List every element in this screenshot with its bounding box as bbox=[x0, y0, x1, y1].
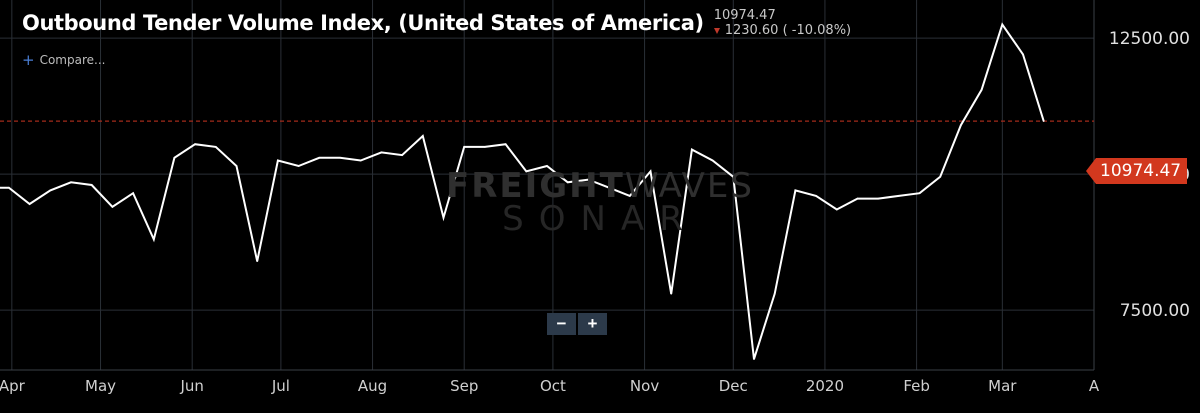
data-point bbox=[401, 154, 403, 156]
triangle-down-icon bbox=[713, 27, 720, 34]
chart-title: Outbound Tender Volume Index, (United St… bbox=[22, 11, 704, 35]
x-tick-label: A bbox=[1089, 377, 1100, 395]
zoom-in-button[interactable]: + bbox=[578, 313, 607, 335]
data-point bbox=[1022, 53, 1024, 56]
data-point bbox=[960, 124, 962, 126]
data-point bbox=[380, 151, 383, 154]
x-tick-label: Jul bbox=[271, 377, 290, 395]
quote-box: 10974.47 1230.60 ( -10.08%) bbox=[713, 8, 852, 38]
y-tick-label: 7500.00 bbox=[1120, 301, 1190, 321]
data-point bbox=[898, 195, 900, 197]
data-point bbox=[1042, 120, 1045, 122]
data-point bbox=[49, 189, 52, 192]
data-point bbox=[711, 159, 714, 162]
x-tick-label: Dec bbox=[719, 377, 748, 395]
series-line bbox=[0, 22, 1045, 360]
compare-button[interactable]: + Compare... bbox=[22, 51, 106, 69]
x-tick-label: Aug bbox=[358, 377, 387, 395]
x-tick-label: Jun bbox=[179, 377, 203, 395]
compare-label: Compare... bbox=[39, 53, 106, 67]
data-point bbox=[111, 206, 114, 208]
data-point bbox=[670, 293, 672, 295]
last-value-badge-label: 10974.47 bbox=[1096, 158, 1188, 184]
data-point bbox=[918, 192, 921, 194]
data-point bbox=[836, 208, 838, 211]
data-point bbox=[773, 293, 776, 295]
data-point bbox=[339, 157, 341, 159]
data-point bbox=[587, 178, 590, 181]
data-point bbox=[484, 146, 486, 148]
data-point bbox=[297, 165, 300, 167]
change-row: 1230.60 ( -10.08%) bbox=[713, 23, 852, 38]
plus-icon: + bbox=[22, 51, 35, 69]
x-tick-label: Oct bbox=[540, 377, 566, 395]
data-point bbox=[90, 184, 93, 186]
data-point bbox=[235, 165, 238, 167]
data-point bbox=[794, 189, 797, 192]
data-point bbox=[815, 195, 817, 197]
data-point bbox=[753, 358, 755, 360]
x-tick-label: 2020 bbox=[806, 377, 844, 395]
x-tick-label: Nov bbox=[630, 377, 659, 395]
data-point bbox=[194, 143, 196, 145]
x-tick-label: Feb bbox=[903, 377, 930, 395]
data-point bbox=[1001, 23, 1004, 26]
data-point bbox=[856, 197, 859, 200]
data-point bbox=[629, 195, 631, 197]
zoom-controls: − + bbox=[547, 313, 607, 335]
last-value-badge: 10974.47 bbox=[1086, 158, 1188, 184]
data-point bbox=[153, 238, 155, 241]
badge-arrow bbox=[1086, 158, 1096, 184]
x-tick-label: Sep bbox=[450, 377, 478, 395]
x-tick-label: Apr bbox=[0, 377, 26, 395]
data-point bbox=[463, 146, 466, 148]
data-point bbox=[422, 135, 424, 137]
chart-header: Outbound Tender Volume Index, (United St… bbox=[22, 8, 851, 38]
data-point bbox=[70, 181, 72, 184]
last-value-text: 10974.47 bbox=[713, 8, 776, 23]
change-text: 1230.60 ( -10.08%) bbox=[724, 23, 852, 38]
x-tick-label: May bbox=[85, 377, 116, 395]
data-point bbox=[980, 89, 983, 91]
data-point bbox=[8, 186, 10, 189]
data-point bbox=[0, 186, 1, 189]
data-point bbox=[256, 260, 259, 263]
data-point bbox=[173, 157, 176, 159]
zoom-out-button[interactable]: − bbox=[547, 313, 576, 335]
data-point bbox=[566, 181, 569, 184]
data-point bbox=[318, 157, 321, 159]
data-point bbox=[277, 159, 279, 162]
x-tick-label: Mar bbox=[988, 377, 1017, 395]
data-point bbox=[28, 203, 31, 205]
y-tick-label: 12500.00 bbox=[1109, 29, 1190, 49]
data-point bbox=[132, 192, 134, 194]
data-point bbox=[215, 146, 217, 148]
data-point bbox=[546, 165, 548, 167]
data-point bbox=[691, 148, 693, 151]
data-point bbox=[732, 176, 735, 178]
data-point bbox=[649, 170, 652, 173]
data-point bbox=[608, 186, 610, 189]
data-point bbox=[525, 170, 528, 173]
data-point bbox=[442, 216, 445, 219]
data-point bbox=[939, 176, 941, 178]
data-point bbox=[504, 143, 507, 145]
data-point bbox=[359, 159, 362, 162]
data-point bbox=[877, 197, 879, 200]
